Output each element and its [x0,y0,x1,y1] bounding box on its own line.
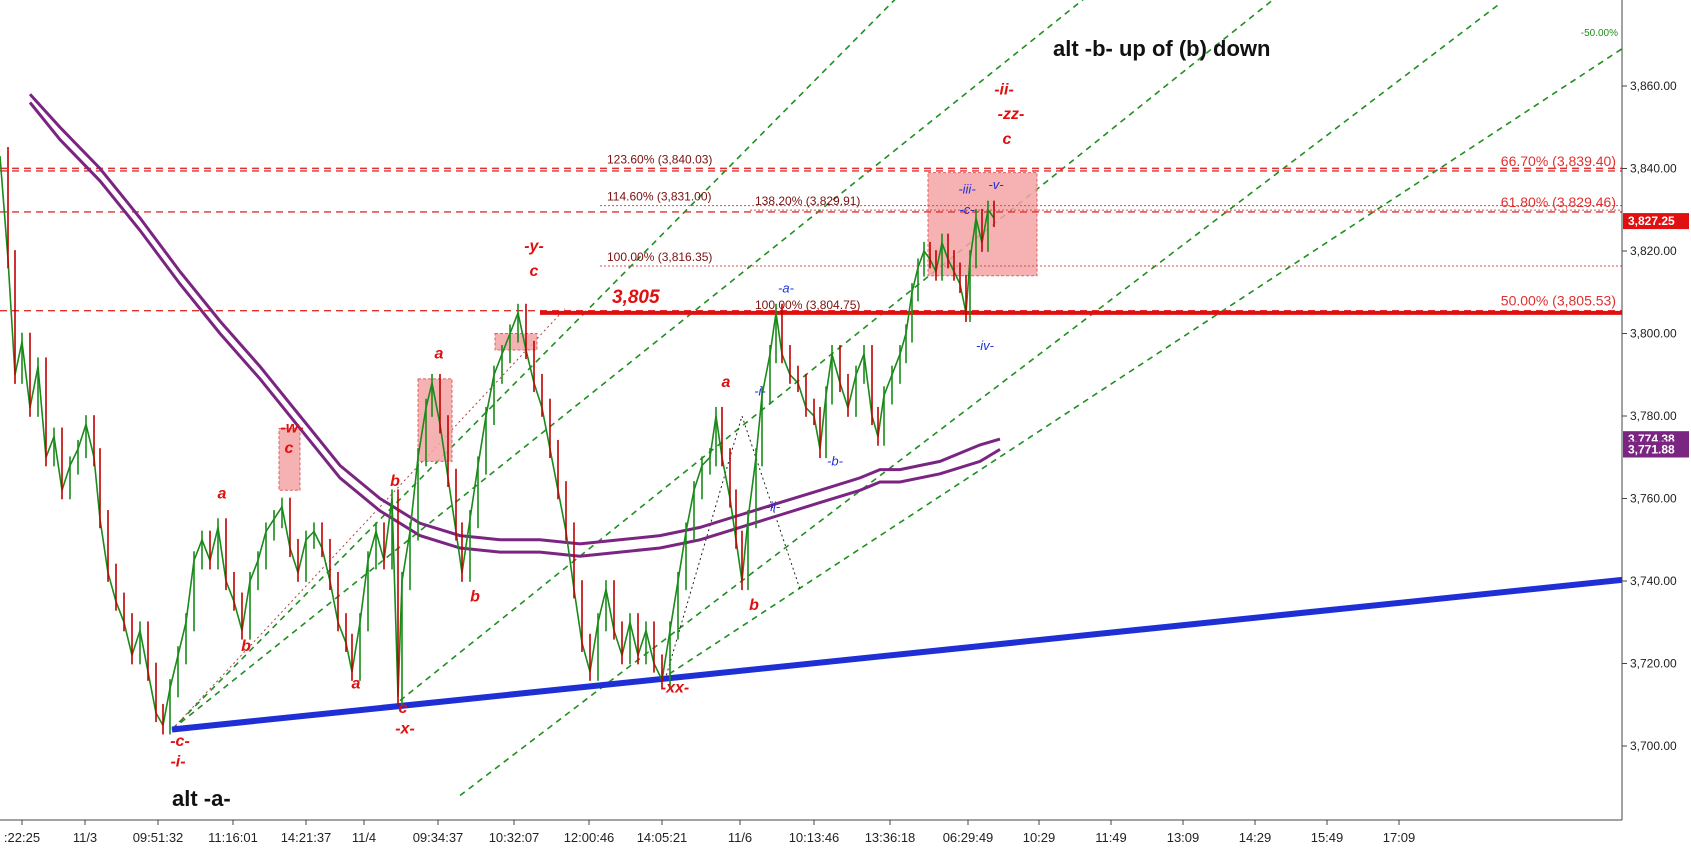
x-tick-label: 09:34:37 [413,830,464,845]
x-tick-label: 13:36:18 [865,830,916,845]
wave-label: -ii- [994,81,1014,98]
y-tick-label: 3,780.00 [1630,409,1677,423]
price-badge-label: 3,827.25 [1628,214,1675,228]
wave-label: -iii- [958,181,976,196]
wave-label: a [722,374,731,391]
wave-label: -i- [170,754,185,771]
wave-label: -v- [988,177,1004,192]
x-tick-label: 06:29:49 [943,830,994,845]
x-tick-label: 11/3 [73,830,97,845]
x-tick-label: 11/4 [352,830,376,845]
wave-label: -c- [959,202,975,217]
fib-levels: 123.60% (3,840.03) 114.60% (3,831.00) 138.… [0,28,1622,315]
fib-level-label: 100.00% (3,816.35) [607,250,712,264]
target-box [417,378,453,462]
x-tick-label: 17:09 [1383,830,1416,845]
y-tick-label: 3,740.00 [1630,574,1677,588]
y-tick-label: 3,820.00 [1630,244,1677,258]
y-tick-label: 3,760.00 [1630,492,1677,506]
wave-label: -a- [778,280,795,295]
x-tick-label: 11:49 [1095,830,1127,845]
wave-label: a [435,345,444,362]
fib-level-label: 123.60% (3,840.03) [607,152,712,166]
x-tick-label: 14:21:37 [281,830,332,845]
wave-label: c [285,440,294,457]
fib-level-label: 100.00% (3,804.75) [755,298,860,312]
wave-label: a [218,486,227,503]
channel-line [171,0,1084,731]
wave-label: -x- [395,721,415,738]
fib-small-label: -50.00% [1581,28,1618,39]
wave-annotations: -c- -i-a b -w-c a b c -x-a b -y-c -xx-a b -a- -i- -b- -… [170,81,1024,770]
trend-line [171,576,1622,733]
y-tick-label: 3,720.00 [1630,657,1677,671]
wave-label: b [749,597,759,614]
fib-right-label: 66.70% (3,839.40) [1501,153,1616,169]
wave-label: c [1003,131,1012,148]
x-tick-label: 15:49 [1311,830,1344,845]
moving-average [28,93,1001,558]
price-badge-label: 3,771.88 [1628,442,1675,456]
fib-level-label: 138.20% (3,829.91) [755,194,860,208]
wave-label: -iv- [976,338,995,353]
price-badge [1623,213,1689,230]
x-tick-label: 14:29 [1239,830,1272,845]
x-tick-label: 14:05:21 [637,830,688,845]
y-tick-label: 3,700.00 [1630,739,1677,753]
wave-label: -zz- [998,106,1025,123]
level-3805-label: 3,805 [612,287,660,308]
x-tick-label: 10:29 [1023,830,1056,845]
channel-line [171,0,896,731]
fib-right-label: 61.80% (3,829.46) [1501,194,1616,210]
x-tick-label: 09:51:32 [133,830,184,845]
ma-lower-line [28,101,1001,558]
y-tick-label: 3,840.00 [1630,162,1677,176]
wave-label: -w- [280,420,303,437]
wave-label: a [352,675,361,692]
target-box [278,427,301,491]
channel-line [399,0,1274,702]
fib-level-label: 114.60% (3,831.00) [607,190,712,204]
channel-line [459,2,1501,797]
trend-line [171,576,1622,733]
wave-label: -c- [170,733,190,750]
price-badge [1623,441,1689,458]
ma-upper-line [28,93,1001,546]
x-tick-label: 11:16:01 [208,830,258,845]
wave-label: -xx- [661,679,689,696]
wave-label: b [241,638,251,655]
chart-title: alt -b- up of (b) down [1053,36,1271,61]
wave-label: b [390,473,400,490]
x-tick-label: 13:09 [1167,830,1200,845]
ray-line [741,415,801,590]
target-boxes [278,172,1038,491]
channel-line [659,47,1622,681]
wave-label: -ii- [766,499,781,514]
x-tick-label: 12:00:46 [564,830,615,845]
wave-label: c [399,700,408,717]
price-series [0,147,995,735]
ray-line [171,308,566,730]
x-tick-label: :22:25 [4,830,40,845]
wave-label: -i- [754,383,766,398]
wave-label: -y- [524,238,544,255]
wave-label: c [530,263,539,280]
y-tick-label: 3,860.00 [1630,79,1677,93]
x-tick-label: 10:13:46 [789,830,840,845]
wave-label: -b- [827,454,844,469]
fib-right-label: 50.00% (3,805.53) [1501,293,1616,309]
wave-label: b [470,589,480,606]
channel-lines [171,0,1622,797]
y-tick-label: 3,800.00 [1630,327,1677,341]
x-tick-label: 10:32:07 [489,830,540,845]
bottom-wave-label: alt -a- [172,786,231,811]
x-tick-label: 11/6 [728,830,752,845]
